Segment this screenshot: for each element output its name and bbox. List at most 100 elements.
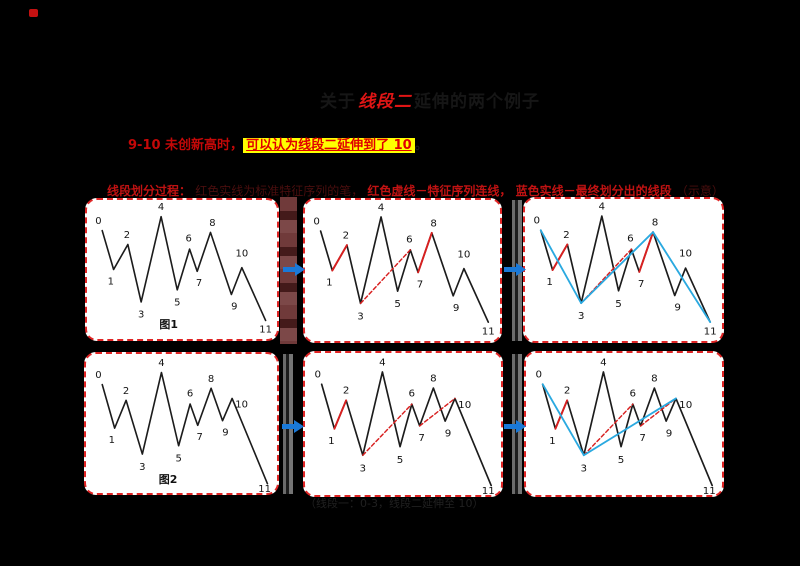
svg-text:3: 3 [360,463,367,474]
fig1-original-chart: 0 1 2 3 4 5 6 7 8 9 10 11 图1 [85,198,279,341]
svg-text:9: 9 [445,428,452,439]
svg-text:6: 6 [630,389,637,400]
svg-text:4: 4 [158,202,164,213]
svg-text:10: 10 [679,400,692,411]
note-lead-text: 9-10 未创新高时， [128,138,244,153]
svg-text:3: 3 [139,462,145,473]
note-highlighted-text: 可以认为线段二延伸到了 10 [243,138,415,153]
svg-text:8: 8 [430,374,437,385]
svg-text:0: 0 [95,216,101,227]
svg-text:1: 1 [108,276,114,287]
legend-chunk-3: 红色虚线－特征序列连线， [367,184,512,198]
c4-zigzag-svg: 0 1 2 3 4 5 6 7 8 9 10 11 图2 [95,358,271,493]
svg-text:1: 1 [109,435,115,446]
svg-text:11: 11 [482,486,495,495]
svg-text:7: 7 [418,433,425,444]
svg-text:8: 8 [209,218,215,229]
svg-text:0: 0 [535,370,542,381]
legend-chunk-2: 红色实线为标准特征序列的笔， [195,184,364,198]
svg-text:4: 4 [599,202,606,213]
svg-text:1: 1 [328,436,335,447]
annotation-note: 9-10 未创新高时， 可以认为线段二延伸到了 10。 [128,134,428,153]
svg-text:2: 2 [564,386,571,397]
corner-red-mark [29,9,38,17]
legend-chunk-4: 蓝色实线－最终划分出的线段 [515,184,672,198]
fig1-feature-sequence-chart: 0 1 2 3 4 5 6 7 8 9 10 11 [303,198,502,343]
svg-text:3: 3 [581,463,588,474]
svg-text:图2: 图2 [159,473,178,486]
svg-text:4: 4 [379,357,386,368]
svg-text:6: 6 [409,389,416,400]
c2-zigzag-svg: 0 1 2 3 4 5 6 7 8 9 10 11 [313,202,495,338]
svg-text:9: 9 [674,303,681,314]
svg-text:5: 5 [175,454,181,465]
svg-text:8: 8 [430,218,437,229]
svg-text:2: 2 [123,386,129,397]
fig2-original-chart: 0 1 2 3 4 5 6 7 8 9 10 11 图2 [84,352,279,495]
svg-text:11: 11 [259,325,272,336]
svg-text:1: 1 [546,277,553,288]
svg-text:0: 0 [534,216,541,227]
svg-text:8: 8 [651,374,658,385]
svg-text:6: 6 [406,234,413,245]
svg-text:5: 5 [394,299,401,310]
svg-text:7: 7 [417,280,424,291]
legend-chunk-5: （示意） [675,184,724,198]
svg-text:5: 5 [174,298,180,309]
svg-text:0: 0 [95,370,101,381]
svg-text:6: 6 [627,234,634,245]
svg-text:3: 3 [138,310,144,321]
svg-text:2: 2 [343,231,350,242]
svg-text:5: 5 [618,455,625,466]
svg-text:5: 5 [615,299,622,310]
c1-zigzag-svg: 0 1 2 3 4 5 6 7 8 9 10 11 图1 [95,202,272,336]
c6-zigzag-svg: 0 1 2 3 4 5 6 7 8 9 10 11 [535,357,716,495]
svg-text:11: 11 [704,327,717,338]
svg-text:9: 9 [666,428,673,439]
svg-text:11: 11 [482,327,495,338]
svg-text:图1: 图1 [159,318,178,331]
fig1-segment-division-chart: 0 1 2 3 4 5 6 7 8 9 10 11 [523,197,724,343]
legend-caption-row: 线段划分过程： 红色实线为标准特征序列的笔， 红色虚线－特征序列连线， 蓝色实线… [107,182,724,199]
svg-text:9: 9 [231,301,237,312]
svg-text:10: 10 [458,400,471,411]
svg-text:10: 10 [236,249,249,260]
legend-chunk-1: 线段划分过程： [107,184,192,198]
svg-text:7: 7 [638,279,645,290]
svg-text:8: 8 [652,218,659,229]
note-tail: 。 [414,138,428,153]
svg-text:2: 2 [124,230,130,241]
title-pre: 关于 [320,92,356,112]
svg-text:7: 7 [196,432,202,443]
svg-text:0: 0 [314,370,321,381]
c5-zigzag-svg: 0 1 2 3 4 5 6 7 8 9 10 11 [314,357,495,495]
title-highlight: 线段二 [358,92,412,112]
svg-text:9: 9 [222,428,228,439]
svg-text:11: 11 [703,486,716,495]
page-title: 关于 线段二 延伸的两个例子 [60,87,800,112]
footnote-caption: （线段一：0-3，线段二延伸至 10） [305,497,484,510]
flow-arrow-right-icon [504,261,526,276]
svg-text:6: 6 [185,234,191,245]
svg-text:11: 11 [258,484,271,493]
svg-text:8: 8 [208,374,214,385]
c3-zigzag-svg: 0 1 2 3 4 5 6 7 8 9 10 11 [534,202,717,338]
svg-text:2: 2 [343,386,350,397]
svg-text:5: 5 [397,455,404,466]
svg-text:0: 0 [313,217,320,228]
svg-text:3: 3 [578,311,585,322]
fig2-segment-division-chart: 0 1 2 3 4 5 6 7 8 9 10 11 [524,351,724,497]
fig2-feature-sequence-chart: 0 1 2 3 4 5 6 7 8 9 10 11 [303,351,503,497]
svg-text:10: 10 [457,249,470,260]
svg-text:1: 1 [326,278,333,289]
svg-text:6: 6 [187,389,193,400]
svg-text:4: 4 [600,357,607,368]
flow-arrow-right-icon [282,418,304,433]
svg-text:3: 3 [357,312,364,323]
svg-text:10: 10 [679,249,692,260]
svg-text:7: 7 [196,278,202,289]
svg-text:4: 4 [378,202,385,213]
svg-text:4: 4 [158,358,164,369]
flow-arrow-right-icon [504,418,526,433]
